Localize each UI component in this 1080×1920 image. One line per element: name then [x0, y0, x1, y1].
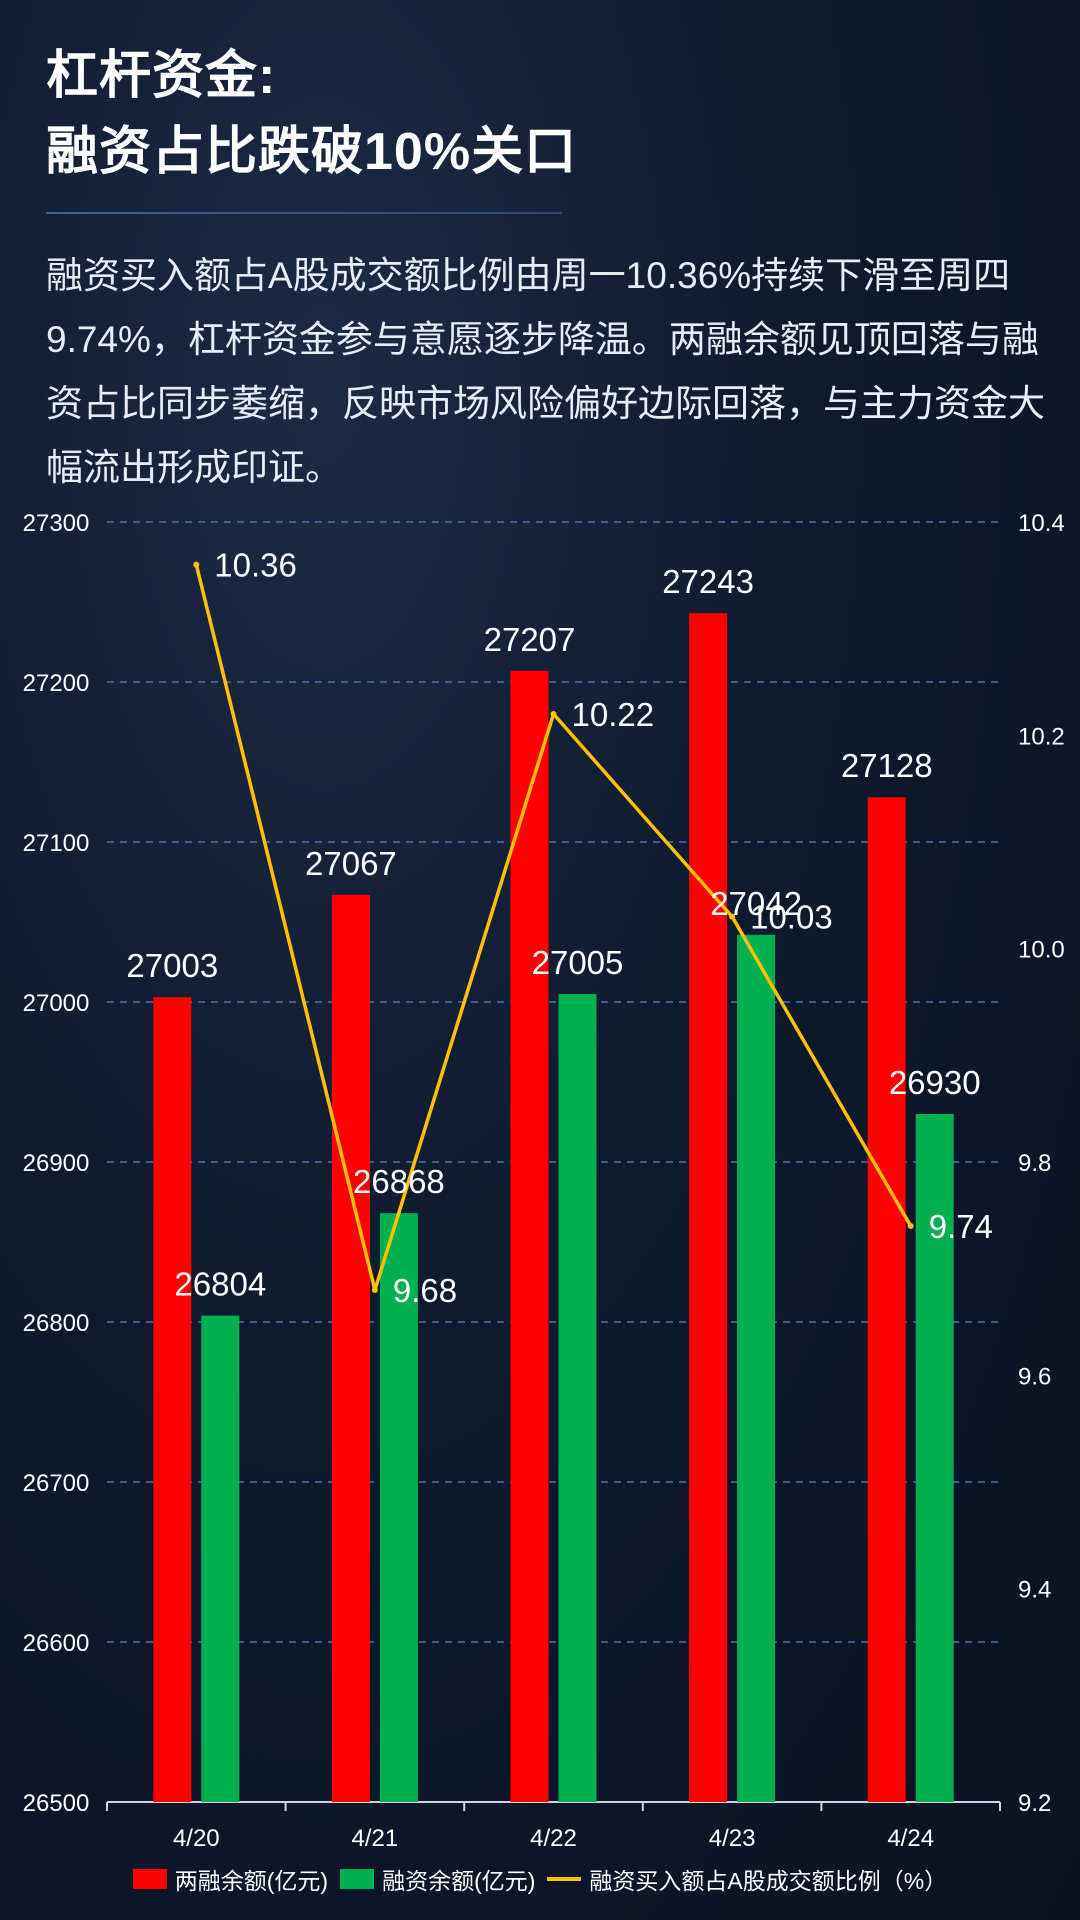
bar-data-label: 27067 — [305, 845, 397, 882]
bar — [915, 1114, 954, 1802]
page-title: 杠杆资金: 融资占比跌破10%关口 — [46, 38, 577, 190]
line-data-label: 10.36 — [214, 547, 297, 584]
ratio-point — [371, 1287, 378, 1293]
bar-data-label: 26868 — [353, 1163, 445, 1200]
bar — [689, 613, 728, 1803]
bar-data-label: 27243 — [662, 563, 754, 600]
right-axis-tick-label: 9.8 — [1018, 1150, 1051, 1177]
bar-data-label: 27128 — [841, 747, 933, 784]
right-axis-tick-label: 9.2 — [1018, 1790, 1051, 1817]
title-line-2: 融资占比跌破10%关口 — [46, 123, 578, 181]
bar-data-label: 26804 — [174, 1266, 266, 1303]
right-axis-tick-label: 9.6 — [1018, 1363, 1051, 1390]
left-axis-tick-label: 26800 — [23, 1310, 90, 1337]
right-axis-tick-label: 9.4 — [1018, 1577, 1051, 1604]
left-axis-tick-label: 27000 — [23, 990, 90, 1017]
x-axis-tick-label: 4/20 — [173, 1825, 220, 1852]
right-axis-tick-label: 10.4 — [1018, 510, 1065, 537]
bar-data-label: 27207 — [484, 621, 576, 658]
chart-legend: 两融余额(亿元) 融资余额(亿元) 融资买入额占A股成交额比例（%） — [0, 1862, 1080, 1896]
bar — [558, 994, 597, 1802]
ratio-point — [907, 1223, 914, 1229]
bar — [510, 670, 549, 1802]
x-axis-tick-label: 4/21 — [352, 1825, 399, 1852]
legend-swatch — [132, 1869, 167, 1889]
right-axis-tick-label: 10.0 — [1018, 937, 1065, 964]
legend-label: 融资余额(亿元) — [382, 1868, 536, 1894]
bar-data-label: 27042 — [710, 885, 802, 922]
legend-item: 融资买入额占A股成交额比例（%） — [547, 1862, 947, 1896]
legend-label: 融资买入额占A股成交额比例（%） — [589, 1868, 948, 1894]
bar — [153, 997, 192, 1802]
ratio-point — [550, 711, 557, 717]
bar — [867, 797, 906, 1802]
line-data-label: 9.74 — [929, 1208, 993, 1245]
left-axis-tick-label: 26900 — [23, 1150, 90, 1177]
left-axis-tick-label: 27100 — [23, 830, 90, 857]
ratio-point — [193, 561, 200, 568]
x-axis-tick-label: 4/23 — [709, 1825, 756, 1852]
bar — [201, 1315, 240, 1802]
line-data-label: 10.03 — [750, 899, 833, 936]
right-axis-tick-label: 10.2 — [1018, 723, 1065, 750]
left-axis-tick-label: 26700 — [23, 1470, 90, 1497]
title-line-1: 杠杆资金: — [46, 47, 277, 105]
bar — [737, 934, 776, 1802]
left-axis-tick-label: 26500 — [23, 1790, 90, 1817]
x-axis-tick-label: 4/24 — [887, 1825, 934, 1852]
line-data-label: 9.68 — [393, 1272, 457, 1309]
bar — [331, 894, 370, 1802]
legend-item: 两融余额(亿元) — [132, 1862, 329, 1896]
legend-swatch — [340, 1869, 375, 1889]
legend-swatch — [547, 1877, 582, 1881]
description-text: 融资买入额占A股成交额比例由周一10.36%持续下滑至周四9.74%，杠杆资金参… — [46, 255, 1045, 488]
line-data-label: 10.22 — [572, 696, 655, 733]
left-axis-tick-label: 26600 — [23, 1630, 90, 1657]
x-axis-tick-label: 4/22 — [530, 1825, 577, 1852]
bar-data-label: 26930 — [889, 1064, 981, 1101]
bar — [379, 1213, 418, 1802]
bar-data-label: 27003 — [126, 947, 218, 984]
title-divider — [46, 212, 562, 214]
left-axis-tick-label: 27300 — [23, 510, 90, 537]
bar-data-label: 27005 — [532, 944, 624, 981]
legend-label: 两融余额(亿元) — [174, 1868, 329, 1894]
ratio-point — [729, 913, 736, 920]
legend-item: 融资余额(亿元) — [340, 1862, 535, 1896]
left-axis-tick-label: 27200 — [23, 670, 90, 697]
